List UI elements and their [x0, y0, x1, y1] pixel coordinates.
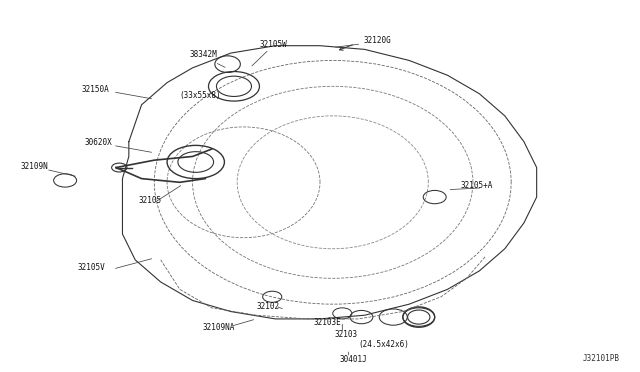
Text: 32105V: 32105V — [78, 263, 106, 272]
Text: (33x55x8): (33x55x8) — [180, 91, 221, 100]
Text: 32109NA: 32109NA — [202, 323, 234, 331]
Text: 32103: 32103 — [334, 330, 357, 339]
Text: 32105+A: 32105+A — [460, 182, 493, 190]
Text: 32109N: 32109N — [20, 162, 48, 171]
Text: 30401J: 30401J — [339, 355, 367, 364]
Text: 32105W: 32105W — [259, 41, 287, 49]
Text: 32120G: 32120G — [364, 36, 391, 45]
Text: 32150A: 32150A — [81, 85, 109, 94]
Text: 30620X: 30620X — [84, 138, 112, 147]
Text: J32101PB: J32101PB — [582, 354, 620, 363]
Text: 32103E: 32103E — [314, 318, 341, 327]
Text: (24.5x42x6): (24.5x42x6) — [358, 340, 409, 349]
Circle shape — [111, 163, 127, 172]
Text: 32105: 32105 — [138, 196, 161, 205]
Text: 32102: 32102 — [256, 302, 280, 311]
Text: 38342M: 38342M — [189, 51, 217, 60]
